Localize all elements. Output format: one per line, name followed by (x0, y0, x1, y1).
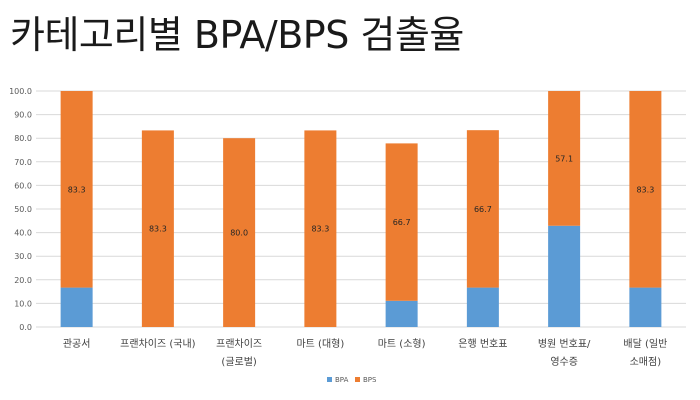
x-tick-label: 소매점) (630, 356, 662, 368)
bar-bps (141, 130, 174, 327)
bar-bpa (548, 225, 581, 327)
y-tick-label: 40.0 (14, 229, 32, 238)
x-tick-label: (글로벌) (221, 356, 257, 368)
y-tick-label: 70.0 (14, 158, 32, 167)
bar-bpa (466, 287, 499, 327)
bar-bpa (629, 287, 662, 327)
y-tick-label: 10.0 (14, 299, 32, 308)
x-tick-label: 프랜차이즈 (국내) (120, 338, 195, 350)
legend-label-bps: BPS (363, 376, 377, 384)
legend-label-bpa: BPA (335, 376, 349, 384)
data-label-bps: 83.3 (149, 225, 167, 234)
bar-bpa (385, 300, 418, 327)
y-tick-label: 100.0 (9, 87, 32, 96)
data-label-bps: 57.1 (555, 154, 573, 163)
data-label-bps: 80.0 (230, 229, 248, 238)
bar-bps (629, 91, 662, 288)
y-tick-label: 30.0 (14, 252, 32, 261)
y-tick-label: 50.0 (14, 205, 32, 214)
x-tick-label: 마트 (대형) (296, 338, 344, 350)
legend-swatch-bpa (327, 377, 332, 382)
page-title: 카테고리별 BPA/BPS 검출율 (10, 13, 464, 57)
y-tick-label: 0.0 (19, 323, 32, 332)
legend-swatch-bps (355, 377, 360, 382)
bar-bps (466, 130, 499, 288)
y-tick-label: 90.0 (14, 111, 32, 120)
y-tick-label: 80.0 (14, 134, 32, 143)
bar-bps (60, 91, 93, 288)
x-tick-label: 배달 (일반 (623, 338, 667, 350)
data-label-bps: 83.3 (311, 225, 329, 234)
bar-bps (385, 143, 418, 301)
x-tick-label: 마트 (소형) (378, 338, 426, 350)
bar-bps (223, 138, 256, 327)
data-label-bps: 66.7 (474, 205, 492, 214)
y-tick-label: 20.0 (14, 276, 32, 285)
x-tick-label: 프랜차이즈 (216, 338, 262, 350)
data-label-bps: 83.3 (636, 185, 654, 194)
x-tick-label: 은행 번호표 (458, 338, 507, 350)
y-tick-label: 60.0 (14, 181, 32, 190)
bar-bps (548, 91, 581, 226)
x-tick-label: 관공서 (63, 338, 91, 350)
bar-bps (304, 130, 337, 327)
data-label-bps: 83.3 (68, 185, 86, 194)
x-tick-label: 병원 번호표/ (538, 338, 591, 350)
x-tick-label: 영수증 (550, 356, 578, 368)
bar-bpa (60, 287, 93, 327)
data-label-bps: 66.7 (393, 218, 411, 227)
